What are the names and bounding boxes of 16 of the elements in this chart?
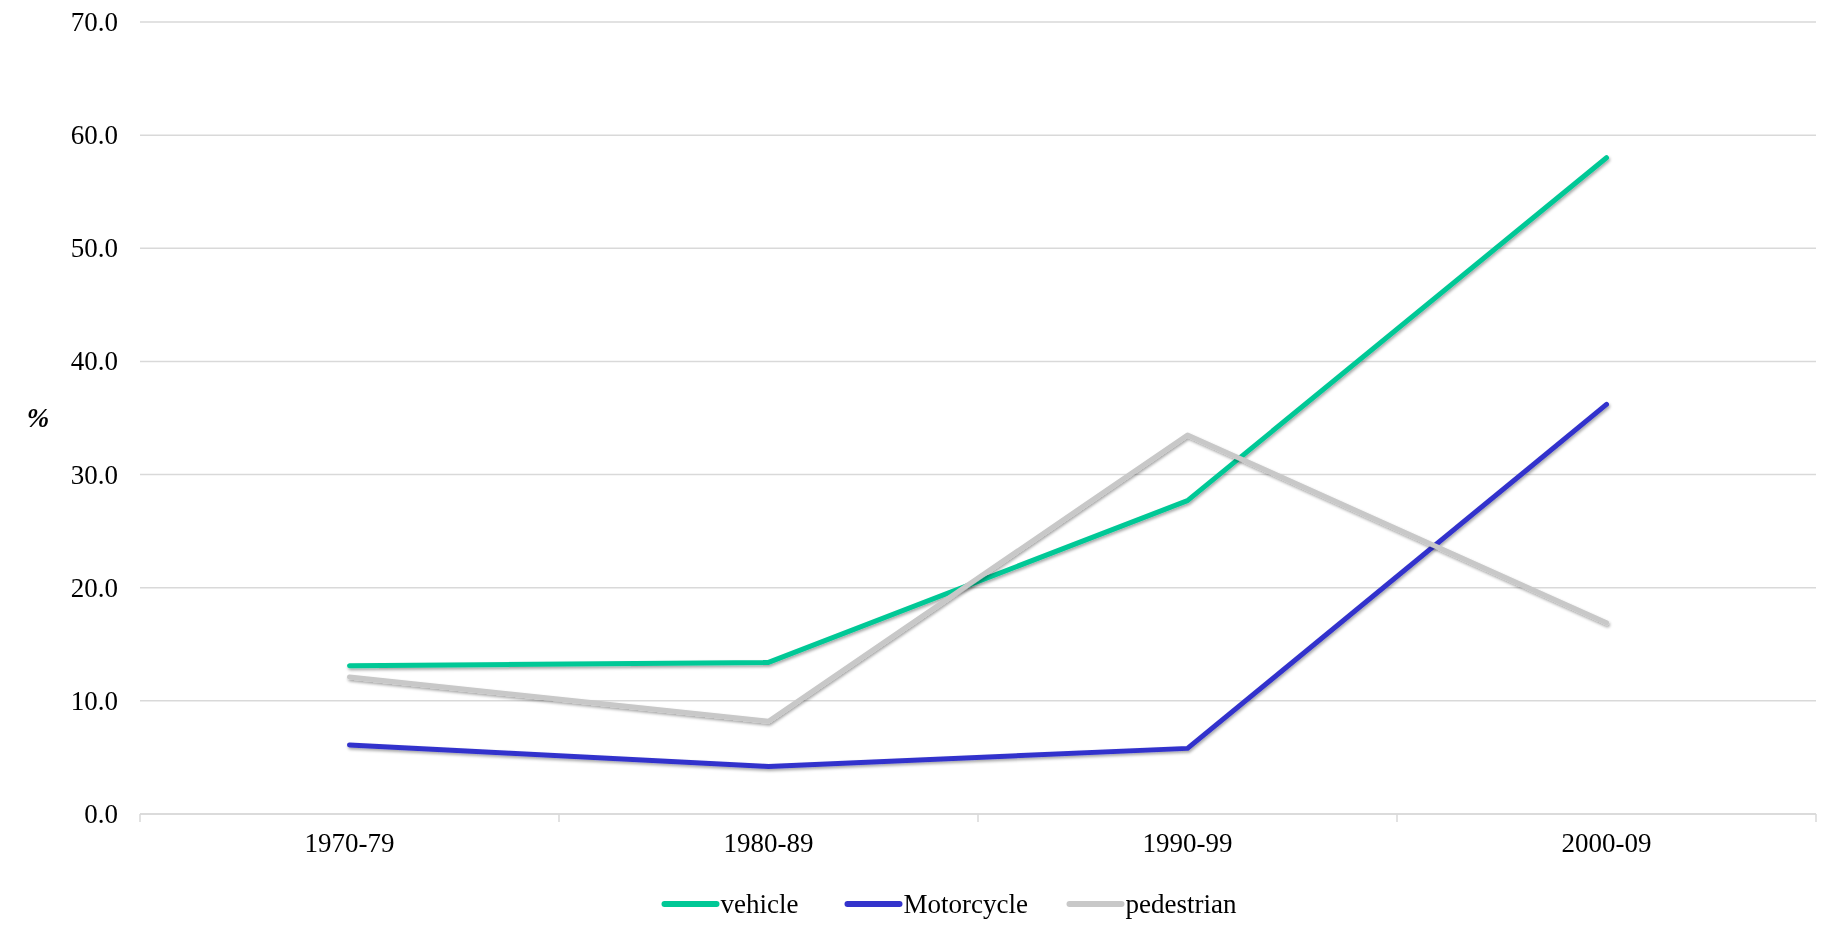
y-tick-label: 10.0 [70, 685, 118, 716]
y-tick-label: 20.0 [70, 572, 118, 603]
legend-label: Motorcycle [903, 889, 1028, 919]
legend-label: pedestrian [1125, 889, 1237, 919]
y-tick-label: 50.0 [70, 233, 118, 264]
legend-label: vehicle [720, 889, 799, 919]
x-tick-label: 1990-99 [1142, 828, 1233, 858]
x-tick-label: 1970-79 [304, 828, 395, 858]
x-tick-label: 1980-89 [723, 828, 814, 858]
y-tick-label: 70.0 [70, 7, 118, 37]
y-tick-label: 0.0 [84, 799, 118, 829]
y-axis-title: % [26, 403, 50, 433]
y-tick-label: 60.0 [70, 120, 118, 151]
y-tick-label: 40.0 [70, 346, 118, 377]
x-tick-label: 2000-09 [1561, 828, 1652, 858]
y-tick-label: 30.0 [70, 459, 118, 490]
